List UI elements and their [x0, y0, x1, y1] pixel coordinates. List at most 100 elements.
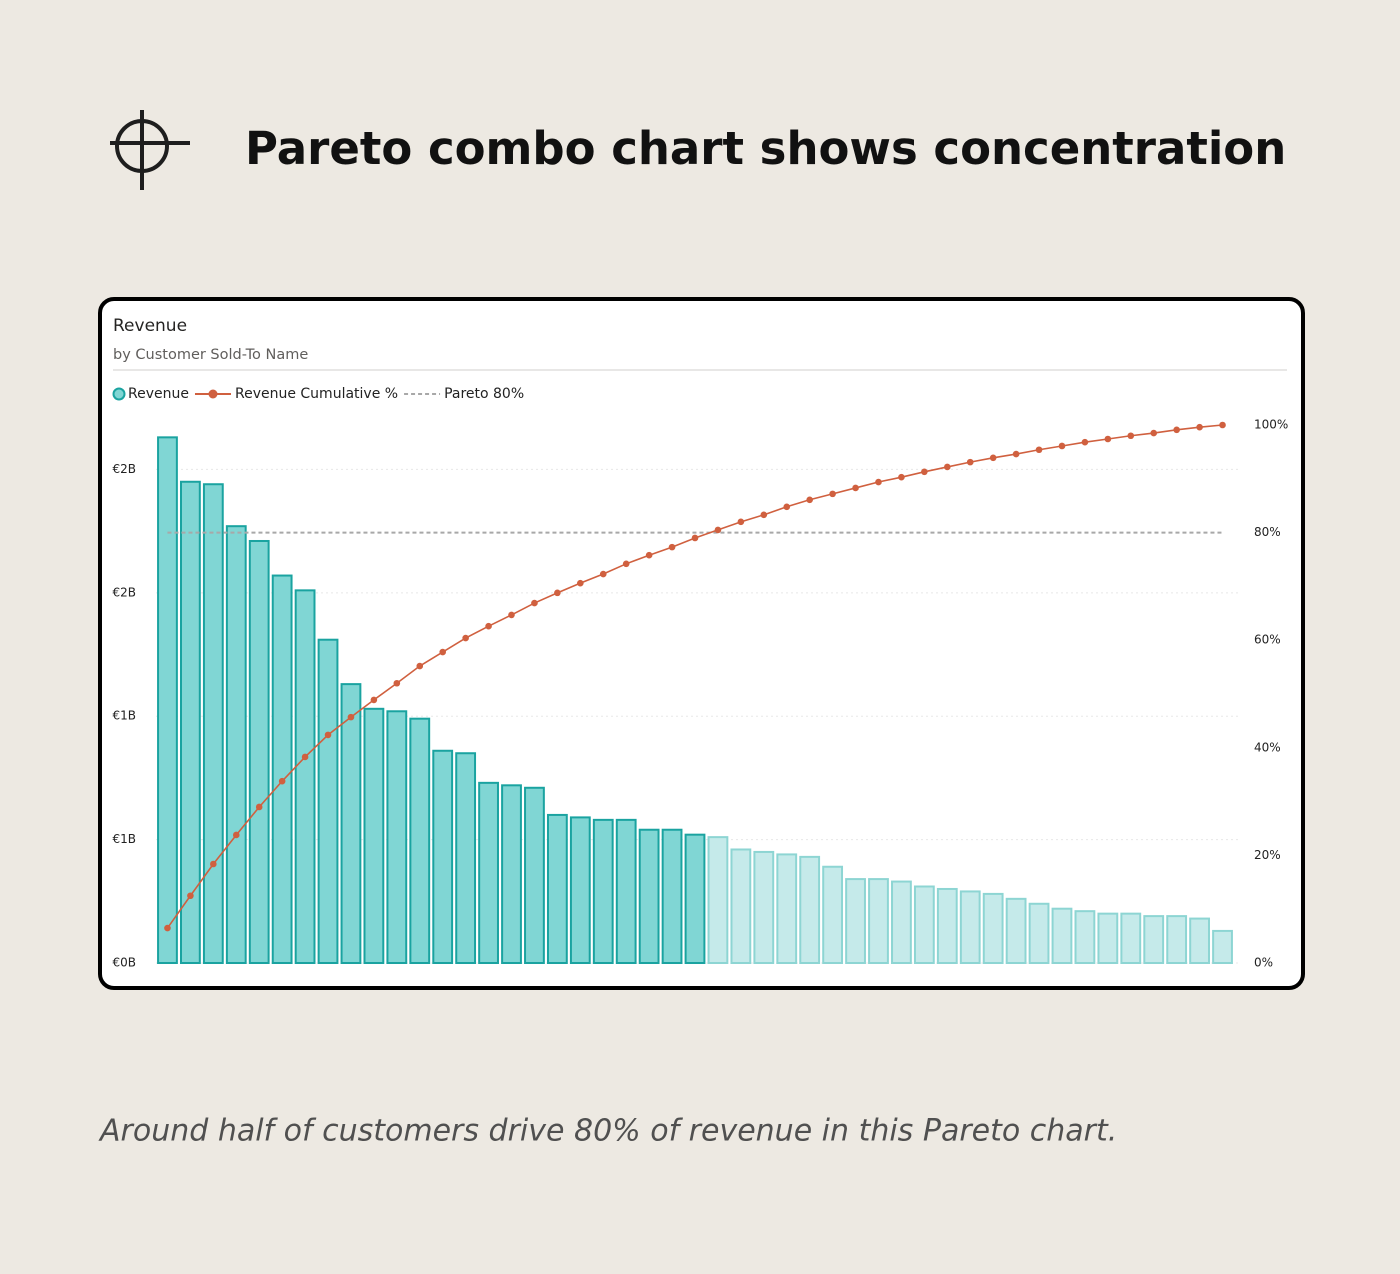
- y2-tick-label: 60%: [1254, 633, 1281, 647]
- cumulative-point: [278, 777, 286, 785]
- cumulative-point: [439, 648, 447, 656]
- y-tick-label: €1B: [112, 709, 136, 723]
- y2-tick-label: 100%: [1254, 418, 1288, 432]
- bar: [271, 574, 293, 964]
- page-title: Pareto combo chart shows concentration: [245, 122, 1286, 175]
- bar: [913, 885, 935, 965]
- bar: [1189, 917, 1210, 965]
- cumulative-point: [760, 511, 768, 519]
- y-tick-label: €1B: [112, 832, 136, 846]
- bar: [180, 480, 201, 964]
- bar: [1212, 929, 1233, 964]
- cumulative-point: [943, 463, 951, 471]
- cumulative-point: [966, 458, 974, 466]
- chart-title: Revenue: [113, 316, 187, 336]
- cumulative-point: [164, 924, 171, 932]
- legend-label: Revenue: [128, 386, 189, 402]
- bar: [1120, 912, 1142, 965]
- cumulative-point: [462, 634, 469, 642]
- bar: [501, 784, 522, 965]
- bar: [1028, 902, 1050, 964]
- y-tick-label: €2B: [112, 462, 136, 476]
- legend-swatch: [112, 387, 126, 401]
- cumulative-point: [370, 696, 378, 704]
- bar: [524, 786, 545, 965]
- bar: [1005, 897, 1027, 964]
- bar: [340, 683, 362, 964]
- bar: [799, 855, 821, 964]
- bar: [455, 752, 477, 965]
- bar: [707, 836, 729, 965]
- bar: [776, 853, 798, 964]
- cumulative-point: [1081, 438, 1089, 446]
- bar: [891, 880, 912, 964]
- chart-subtitle: by Customer Sold-To Name: [113, 347, 308, 363]
- bar: [661, 828, 683, 964]
- bar: [592, 818, 614, 964]
- cumulative-point: [554, 589, 561, 597]
- cumulative-point: [577, 579, 584, 587]
- bar: [1143, 915, 1165, 965]
- y2-tick-label: 20%: [1254, 848, 1281, 862]
- bar: [202, 483, 224, 964]
- y-tick-label: €0B: [112, 956, 136, 970]
- cumulative-point: [668, 543, 676, 551]
- bar: [1166, 915, 1188, 965]
- cumulative-point: [714, 526, 722, 534]
- legend-swatch: [208, 389, 218, 399]
- bar: [363, 707, 385, 964]
- cumulative-point: [508, 611, 515, 619]
- cumulative-point: [1150, 429, 1158, 437]
- bar: [432, 749, 454, 964]
- cumulative-point: [829, 490, 836, 498]
- cumulative-point: [691, 534, 699, 542]
- cumulative-point: [485, 622, 492, 630]
- cumulative-point: [622, 560, 630, 568]
- cumulative-point: [531, 599, 538, 607]
- cumulative-point: [783, 503, 791, 511]
- bar: [959, 890, 981, 965]
- bar: [868, 878, 889, 964]
- cumulative-point: [301, 753, 309, 761]
- cumulative-point: [187, 892, 194, 900]
- bar: [409, 717, 431, 964]
- cumulative-point: [921, 468, 928, 476]
- cumulative-point: [1173, 426, 1180, 434]
- cumulative-point: [1035, 446, 1043, 454]
- crosshair-icon: [110, 110, 190, 190]
- bar: [638, 828, 660, 964]
- bar: [1097, 912, 1119, 965]
- cumulative-point: [1196, 423, 1203, 431]
- bar: [1051, 907, 1073, 964]
- cumulative-point: [1012, 450, 1020, 458]
- cumulative-point: [898, 473, 905, 481]
- cumulative-point: [255, 803, 263, 811]
- cumulative-point: [806, 496, 813, 504]
- bar: [822, 865, 844, 965]
- bar: [1074, 910, 1096, 965]
- bar: [386, 710, 408, 964]
- bar: [615, 818, 637, 964]
- bar: [225, 525, 247, 964]
- bar: [753, 850, 775, 964]
- cumulative-point: [393, 679, 401, 687]
- bar: [845, 878, 866, 964]
- y-tick-label: €2B: [112, 585, 136, 599]
- cumulative-point: [1127, 432, 1135, 440]
- cumulative-point: [1104, 435, 1112, 443]
- y2-tick-label: 0%: [1254, 956, 1273, 970]
- cumulative-point: [210, 860, 217, 868]
- cumulative-point: [645, 551, 653, 559]
- cumulative-point: [1219, 421, 1226, 429]
- cumulative-point: [875, 478, 882, 486]
- bar: [546, 813, 568, 965]
- caption: Around half of customers drive 80% of re…: [98, 1114, 1117, 1149]
- cumulative-point: [989, 454, 997, 462]
- bar: [317, 638, 339, 964]
- cumulative-point: [416, 662, 424, 670]
- bar: [248, 539, 270, 965]
- bar: [478, 781, 499, 965]
- bar: [569, 816, 591, 964]
